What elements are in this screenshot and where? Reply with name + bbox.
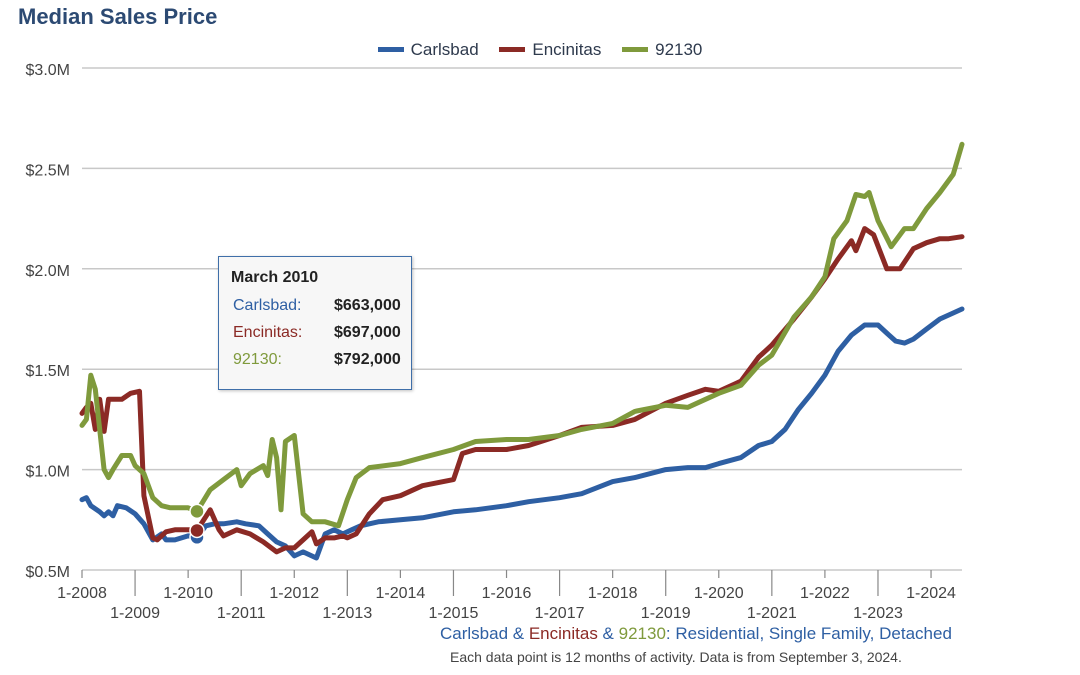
data-tooltip: March 2010 Carlsbad: $663,000 Encinitas:…	[218, 256, 412, 390]
tooltip-title: March 2010	[231, 269, 319, 286]
legend-item-carlsbad[interactable]: Carlsbad	[377, 39, 479, 60]
footer-part: &	[597, 624, 619, 643]
legend-swatch-carlsbad	[377, 47, 404, 52]
x-tick-label: 1-2021	[747, 605, 797, 620]
highlight-point-encinitas	[189, 522, 205, 539]
footer-part: 92130	[618, 624, 666, 643]
series-line-encinitas	[79, 226, 965, 555]
legend-swatch-encinitas	[499, 47, 526, 52]
x-tick-label: 1-2014	[375, 585, 425, 602]
y-tick-label: $1.5M	[26, 363, 70, 380]
chart-legend: Carlsbad Encinitas 92130	[0, 37, 1080, 60]
footer-note: Each data point is 12 months of activity…	[450, 649, 902, 665]
tooltip-value-encinitas: $697,000	[334, 324, 401, 341]
x-tick-label: 1-2009	[110, 605, 160, 620]
x-tick-label: 1-2018	[588, 585, 638, 602]
y-tick-label: $2.5M	[26, 162, 70, 179]
x-tick-label: 1-2008	[57, 585, 107, 602]
tooltip-label-92130: 92130:	[233, 351, 282, 368]
x-tick-label: 1-2022	[800, 585, 850, 602]
x-tick-label: 1-2016	[482, 585, 532, 602]
tooltip-label-carlsbad: Carlsbad:	[233, 297, 302, 314]
line-chart[interactable]: $0.5M$1.0M$1.5M$2.0M$2.5M$3.0M1-2008 1-20…	[0, 0, 1080, 620]
series-line-92130	[79, 141, 965, 529]
tooltip-value-carlsbad: $663,000	[334, 297, 401, 314]
y-tick-label: $1.0M	[26, 464, 70, 481]
legend-label-92130: 92130	[655, 39, 703, 59]
footer-part: Carlsbad	[440, 624, 509, 643]
chart-title: Median Sales Price	[18, 4, 218, 29]
legend-item-encinitas[interactable]: Encinitas	[499, 40, 601, 60]
legend-item-92130[interactable]: 92130	[622, 40, 702, 60]
y-tick-label: $0.5M	[26, 564, 70, 581]
x-tick-label: 1-2012	[269, 585, 319, 602]
footer-part: Encinitas	[528, 624, 598, 643]
legend-label-encinitas: Encinitas	[532, 39, 602, 59]
legend-label-carlsbad: Carlsbad	[410, 39, 479, 59]
x-tick-label: 1-2017	[535, 605, 585, 620]
x-tick-label: 1-2011	[217, 605, 266, 620]
x-tick-label: 1-2023	[853, 605, 903, 620]
x-tick-label: 1-2015	[429, 605, 479, 620]
tooltip-label-encinitas: Encinitas:	[233, 324, 303, 341]
x-tick-label: 1-2013	[322, 605, 372, 620]
y-tick-label: $3.0M	[26, 62, 70, 79]
y-tick-label: $2.0M	[26, 263, 70, 280]
x-tick-label: 1-2010	[163, 585, 213, 602]
highlight-point-92130	[189, 503, 205, 520]
footer-part: : Residential, Single Family, Detached	[665, 624, 952, 643]
x-tick-label: 1-2020	[694, 585, 744, 602]
x-tick-label: 1-2019	[641, 605, 691, 620]
legend-swatch-92130	[622, 47, 649, 52]
x-tick-label: 1-2024	[906, 585, 956, 602]
footer-part: &	[508, 624, 529, 643]
footer-filter-description: Carlsbad & Encinitas & 92130: Residentia…	[440, 624, 952, 644]
tooltip-value-92130: $792,000	[334, 351, 401, 368]
